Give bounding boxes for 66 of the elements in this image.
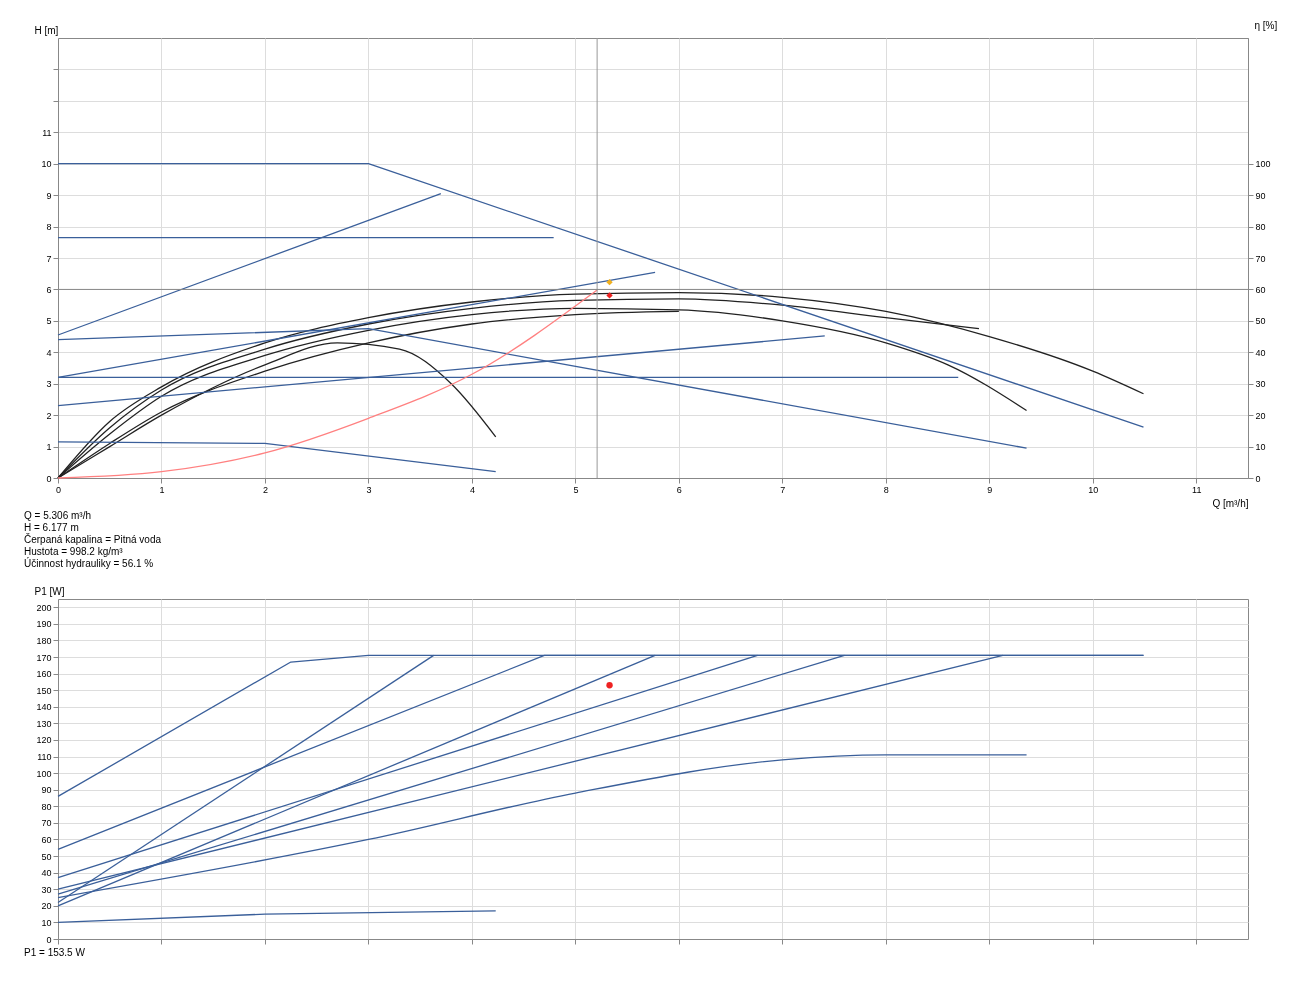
y-tick-label: 10 (41, 917, 52, 928)
y-tick-label: 9 (46, 190, 52, 201)
y-tick-label: 7 (46, 253, 52, 264)
y-tick-label: 190 (36, 619, 52, 630)
y-axis-title: P1 [W] (34, 585, 65, 597)
text: Čerpaná kapalina = Pitná voda (24, 534, 163, 546)
x-tick-label: 7 (780, 484, 786, 495)
y-tick-label: 50 (41, 851, 52, 862)
y-tick-label: 0 (46, 934, 52, 945)
y2-axis-title: η [%] (1254, 19, 1278, 31)
y2-tick-label: 90 (1255, 190, 1266, 201)
y-tick-label: 4 (46, 347, 52, 358)
text: H = 6.177 m (24, 522, 80, 533)
y-tick-label: 150 (36, 685, 52, 696)
y-tick-label: 2 (46, 410, 52, 421)
y-tick-label: 80 (41, 801, 52, 812)
x-tick-label: 9 (987, 484, 993, 495)
y-tick-label: 100 (36, 768, 52, 779)
y-tick-label: 10 (41, 159, 52, 170)
text: Q = 5.306 m³/h (24, 510, 92, 522)
y-tick-label: 20 (41, 901, 52, 912)
x-tick-label: 4 (469, 484, 475, 495)
y2-tick-label: 10 (1255, 442, 1266, 453)
y-tick-label: 130 (36, 718, 52, 729)
x-tick-label: 1 (159, 484, 165, 495)
text: Hustota = 998.2 kg/m³ (24, 546, 124, 557)
x-tick-label: 5 (573, 484, 579, 495)
y-tick-label: 180 (36, 635, 52, 646)
y2-tick-label: 50 (1255, 316, 1266, 327)
y2-tick-label: 0 (1255, 473, 1261, 484)
y-tick-label: 160 (36, 669, 52, 680)
text: Účinnost hydrauliky = 56.1 % (24, 558, 155, 570)
y-axis-title: H [m] (34, 24, 59, 36)
x-tick-label: 11 (1192, 484, 1202, 495)
x-axis-title: Q [m³/h] (1212, 497, 1249, 509)
text: P1 = 153.5 W (24, 947, 86, 959)
y-tick-label: 40 (41, 868, 52, 879)
y-tick-label: 30 (41, 884, 52, 895)
y-tick-label: 200 (36, 602, 52, 613)
y2-tick-label: 40 (1255, 347, 1266, 358)
y-tick-label: 11 (42, 127, 52, 138)
x-tick-label: 10 (1088, 484, 1099, 495)
y-tick-label: 170 (36, 652, 52, 663)
y-tick-label: 90 (41, 785, 52, 796)
y-tick-label: 6 (46, 284, 52, 295)
y-tick-label: 110 (37, 752, 52, 763)
y-tick-label: 1 (46, 442, 52, 453)
y-tick-label: 70 (41, 818, 52, 829)
x-tick-label: 6 (676, 484, 682, 495)
y2-tick-label: 100 (1255, 159, 1271, 170)
y-tick-label: 60 (41, 834, 52, 845)
y2-tick-label: 80 (1255, 222, 1266, 233)
x-tick-label: 8 (883, 484, 889, 495)
x-tick-label: 3 (366, 484, 372, 495)
y2-tick-label: 30 (1255, 379, 1266, 390)
y-tick-label: 5 (46, 316, 52, 327)
y2-tick-label: 20 (1255, 410, 1266, 421)
y2-tick-label: 70 (1255, 253, 1266, 264)
x-tick-label: 0 (55, 484, 62, 495)
y-tick-label: 3 (46, 379, 52, 390)
x-tick-label: 2 (262, 484, 268, 495)
y2-tick-label: 60 (1255, 284, 1266, 295)
y-tick-label: 120 (36, 735, 52, 746)
y-tick-label: 140 (36, 702, 52, 713)
y-tick-label: 0 (46, 473, 52, 484)
y-tick-label: 8 (46, 222, 52, 233)
